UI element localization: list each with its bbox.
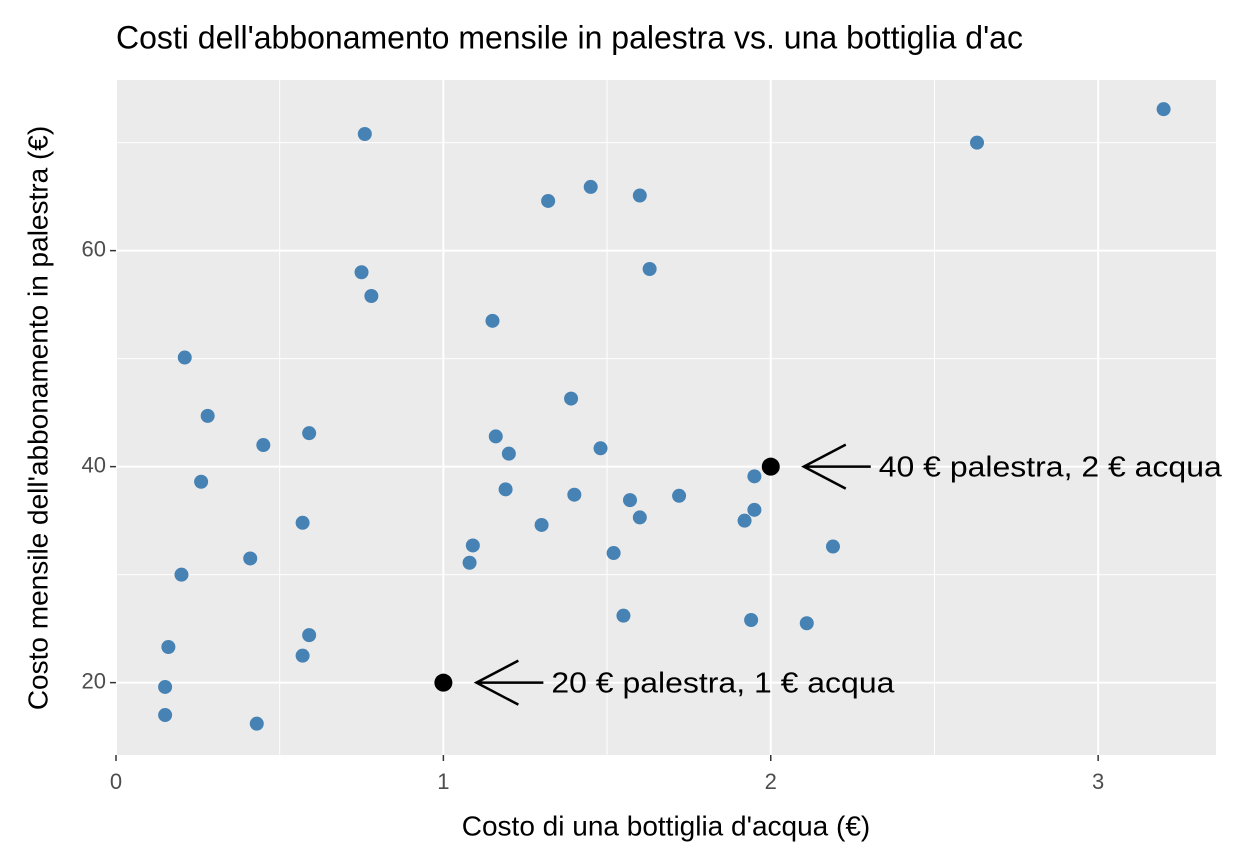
y-axis-label: Costo mensile dell'abbonamento in palest… <box>22 126 53 710</box>
data-point <box>606 546 621 561</box>
data-point <box>194 474 209 489</box>
data-point <box>1156 102 1171 117</box>
data-point <box>498 482 513 497</box>
data-point <box>249 716 264 731</box>
data-point <box>825 539 840 554</box>
chart-title: Costi dell'abbonamento mensile in palest… <box>116 19 1023 55</box>
data-point <box>747 502 762 517</box>
data-point <box>177 350 192 365</box>
data-point <box>622 493 637 508</box>
data-point <box>295 648 310 663</box>
y-tick-label: 40 <box>82 452 106 477</box>
x-tick-label: 2 <box>765 769 777 794</box>
data-point <box>616 608 631 623</box>
data-point <box>737 513 752 528</box>
annotation-label: 40 € palestra, 2 € acqua <box>879 451 1223 483</box>
data-point <box>354 265 369 280</box>
data-point <box>357 127 372 141</box>
plot-panel <box>116 80 1216 755</box>
annotation-arrow <box>801 443 871 490</box>
data-point <box>970 135 985 150</box>
x-tick-label: 3 <box>1092 769 1104 794</box>
highlight-point <box>434 673 453 692</box>
x-axis-label: Costo di una bottiglia d'acqua (€) <box>462 810 871 841</box>
data-point <box>632 510 647 525</box>
x-tick-label: 1 <box>437 769 449 794</box>
data-point <box>364 289 379 303</box>
annotation-arrow <box>473 659 544 706</box>
data-point <box>672 488 687 503</box>
data-point <box>462 555 477 570</box>
data-point <box>534 517 549 532</box>
data-point <box>295 515 310 530</box>
data-point <box>158 679 173 694</box>
highlight-point <box>761 457 780 476</box>
annotation-label: 20 € palestra, 1 € acqua <box>551 667 895 699</box>
data-point <box>302 426 317 441</box>
y-tick-label: 20 <box>82 668 106 693</box>
data-point <box>161 640 176 654</box>
data-point <box>799 616 814 631</box>
data-point <box>488 429 503 444</box>
data-point <box>485 313 500 328</box>
data-point <box>501 446 516 461</box>
data-point <box>243 551 258 566</box>
data-point <box>642 262 657 276</box>
data-point <box>583 179 598 194</box>
data-point <box>564 391 579 406</box>
data-point <box>541 193 556 208</box>
data-point <box>567 487 582 502</box>
data-point <box>158 708 173 723</box>
data-point <box>465 538 480 553</box>
data-point <box>256 438 271 453</box>
data-point <box>747 469 762 484</box>
data-point <box>593 441 608 456</box>
data-point <box>200 408 215 423</box>
data-point <box>632 188 647 203</box>
y-tick-label: 60 <box>82 236 106 261</box>
data-point <box>744 613 759 627</box>
data-point <box>174 567 189 582</box>
data-point <box>302 628 317 643</box>
x-tick-label: 0 <box>110 769 122 794</box>
